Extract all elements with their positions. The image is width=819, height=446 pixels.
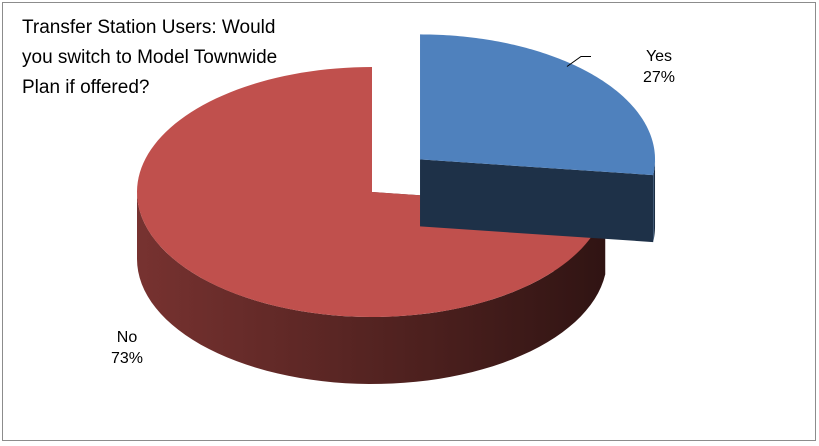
pie-slice-yes-top (420, 34, 656, 176)
data-label-yes-category: Yes (645, 48, 673, 65)
pie-slice-no-side (137, 192, 606, 384)
chart-title: Transfer Station Users: Would you switch… (22, 17, 278, 98)
pie-slice-yes-side (653, 159, 656, 243)
data-label-yes-percent: 27% (642, 69, 676, 86)
pie-slice-yes (420, 34, 656, 243)
data-label-no-category: No (116, 329, 138, 346)
data-label-yes: Yes 27% (624, 46, 694, 88)
pie-slice-no-top (137, 67, 606, 317)
pie-slice-no (137, 67, 606, 384)
data-label-no: No 73% (92, 327, 162, 369)
leader-line-yes (566, 56, 591, 67)
pie-slice-yes-cut-face-2 (420, 159, 654, 243)
data-label-no-percent: 73% (110, 350, 144, 367)
